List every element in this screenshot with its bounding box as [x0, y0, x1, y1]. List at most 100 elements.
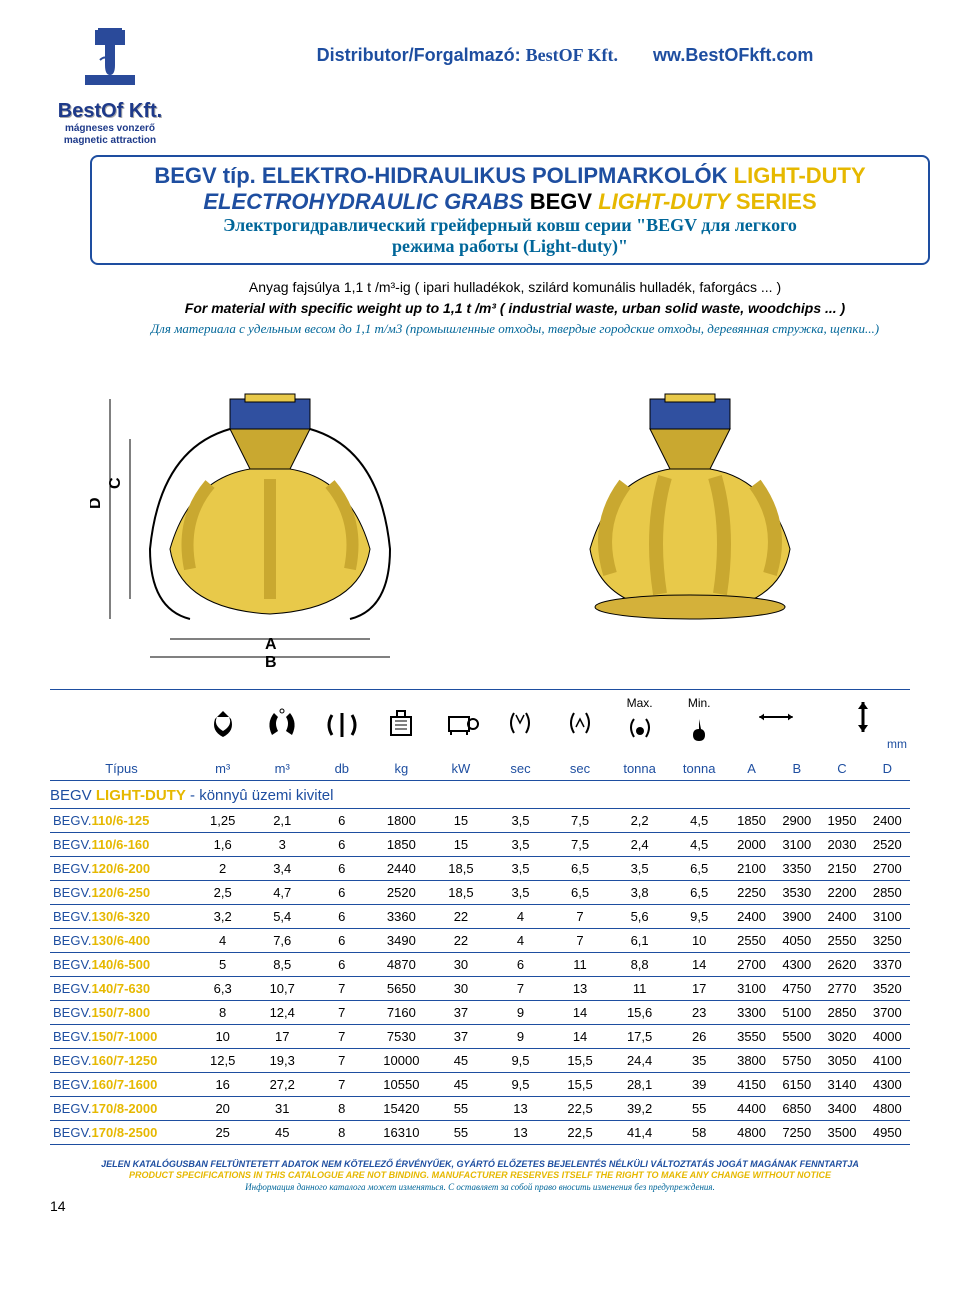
data-cell: 5500 [774, 1024, 819, 1048]
data-cell: 30 [431, 976, 491, 1000]
data-cell: 1,25 [193, 808, 253, 832]
col-header-5: kW [431, 757, 491, 781]
data-cell: 6 [312, 856, 372, 880]
data-cell: 3,5 [491, 808, 551, 832]
data-cell: 15 [431, 808, 491, 832]
col-header-1: m³ [193, 757, 253, 781]
data-cell: 41,4 [610, 1120, 670, 1144]
data-cell: 4,5 [669, 832, 729, 856]
col-header-2: m³ [252, 757, 312, 781]
icon-dimensions: mm [729, 689, 910, 757]
title2-d: SERIES [736, 189, 817, 214]
data-cell: 3350 [774, 856, 819, 880]
model-cell: BEGV.130/6-400 [50, 928, 193, 952]
data-cell: 4300 [774, 952, 819, 976]
data-cell: 12,4 [252, 1000, 312, 1024]
data-cell: 39 [669, 1072, 729, 1096]
data-cell: 3 [252, 832, 312, 856]
col-header-13: D [865, 757, 910, 781]
icon-min-load: Min. [669, 689, 729, 757]
logo-company-text: BestOf Kft. [30, 100, 190, 123]
data-cell: 23 [669, 1000, 729, 1024]
data-cell: 6 [312, 880, 372, 904]
section-ld: LIGHT-DUTY [96, 787, 186, 804]
title1-prefix: BEGV típ. ELEKTRO-HIDRAULIKUS POLIPMARKO… [154, 163, 727, 188]
icon-weight [372, 689, 432, 757]
data-cell: 4300 [865, 1072, 910, 1096]
data-cell: 3,5 [491, 856, 551, 880]
data-cell: 3,8 [610, 880, 670, 904]
description-block: Anyag fajsúlya 1,1 t /m³-ig ( ipari hull… [100, 277, 930, 339]
data-cell: 17,5 [610, 1024, 670, 1048]
data-cell: 4,5 [669, 808, 729, 832]
header-labels-row: Típusm³m³dbkgkWsecsectonnatonnaABCD [50, 757, 910, 781]
data-cell: 5,6 [610, 904, 670, 928]
model-cell: BEGV.160/7-1600 [50, 1072, 193, 1096]
svg-text:D: D [90, 497, 104, 509]
data-cell: 2550 [819, 928, 864, 952]
footer-ru: Информация данного каталога может изменя… [50, 1182, 910, 1194]
model-cell: BEGV.140/6-500 [50, 952, 193, 976]
data-cell: 3050 [819, 1048, 864, 1072]
data-cell: 7,6 [252, 928, 312, 952]
data-cell: 45 [431, 1048, 491, 1072]
footer-block: JELEN KATALÓGUSBAN FELTÜNTETETT ADATOK N… [50, 1159, 910, 1194]
data-cell: 2100 [729, 856, 774, 880]
table-row: BEGV.110/6-1601,6361850153,57,52,44,5200… [50, 832, 910, 856]
data-cell: 2440 [372, 856, 432, 880]
data-cell: 3100 [865, 904, 910, 928]
table-row: BEGV.160/7-16001627,2710550459,515,528,1… [50, 1072, 910, 1096]
data-cell: 2900 [774, 808, 819, 832]
data-cell: 25 [193, 1120, 253, 1144]
data-cell: 1850 [729, 808, 774, 832]
model-cell: BEGV.120/6-250 [50, 880, 193, 904]
data-cell: 2550 [729, 928, 774, 952]
data-cell: 8,8 [610, 952, 670, 976]
data-cell: 3,5 [491, 880, 551, 904]
data-cell: 2620 [819, 952, 864, 976]
data-cell: 2400 [865, 808, 910, 832]
data-cell: 2520 [865, 832, 910, 856]
data-cell: 2150 [819, 856, 864, 880]
data-cell: 18,5 [431, 856, 491, 880]
col-header-0: Típus [50, 757, 193, 781]
data-cell: 2030 [819, 832, 864, 856]
data-cell: 5 [193, 952, 253, 976]
distributor-line: Distributor/Forgalmazó: BestOF Kft. ww.B… [200, 20, 930, 66]
data-cell: 6 [491, 952, 551, 976]
desc-en: For material with specific weight up to … [100, 298, 930, 319]
mm-unit: mm [732, 737, 907, 751]
data-cell: 3700 [865, 1000, 910, 1024]
data-cell: 7 [312, 1024, 372, 1048]
data-cell: 9,5 [491, 1048, 551, 1072]
data-cell: 17 [252, 1024, 312, 1048]
data-cell: 10 [193, 1024, 253, 1048]
data-cell: 13 [491, 1120, 551, 1144]
data-cell: 4950 [865, 1120, 910, 1144]
data-cell: 8 [312, 1120, 372, 1144]
data-cell: 2850 [865, 880, 910, 904]
data-cell: 16310 [372, 1120, 432, 1144]
data-cell: 3400 [819, 1096, 864, 1120]
data-cell: 6,1 [610, 928, 670, 952]
data-cell: 8 [312, 1096, 372, 1120]
data-cell: 15,5 [550, 1048, 610, 1072]
data-cell: 4,7 [252, 880, 312, 904]
data-cell: 3,2 [193, 904, 253, 928]
svg-text:B: B [265, 654, 277, 669]
col-header-7: sec [550, 757, 610, 781]
data-cell: 22 [431, 904, 491, 928]
title1-suffix: LIGHT-DUTY [734, 163, 866, 188]
data-cell: 9 [491, 1000, 551, 1024]
section-prefix: BEGV [50, 787, 96, 804]
data-cell: 13 [550, 976, 610, 1000]
data-cell: 55 [669, 1096, 729, 1120]
data-cell: 19,3 [252, 1048, 312, 1072]
data-cell: 11 [550, 952, 610, 976]
spec-table: Max. Min. mm Típusm³m³dbkgkWsecsectonnat… [50, 689, 910, 1145]
data-body: BEGV.110/6-1251,252,161800153,57,52,24,5… [50, 808, 910, 1144]
data-cell: 39,2 [610, 1096, 670, 1120]
model-cell: BEGV.170/8-2000 [50, 1096, 193, 1120]
data-cell: 6,5 [550, 880, 610, 904]
data-cell: 4150 [729, 1072, 774, 1096]
